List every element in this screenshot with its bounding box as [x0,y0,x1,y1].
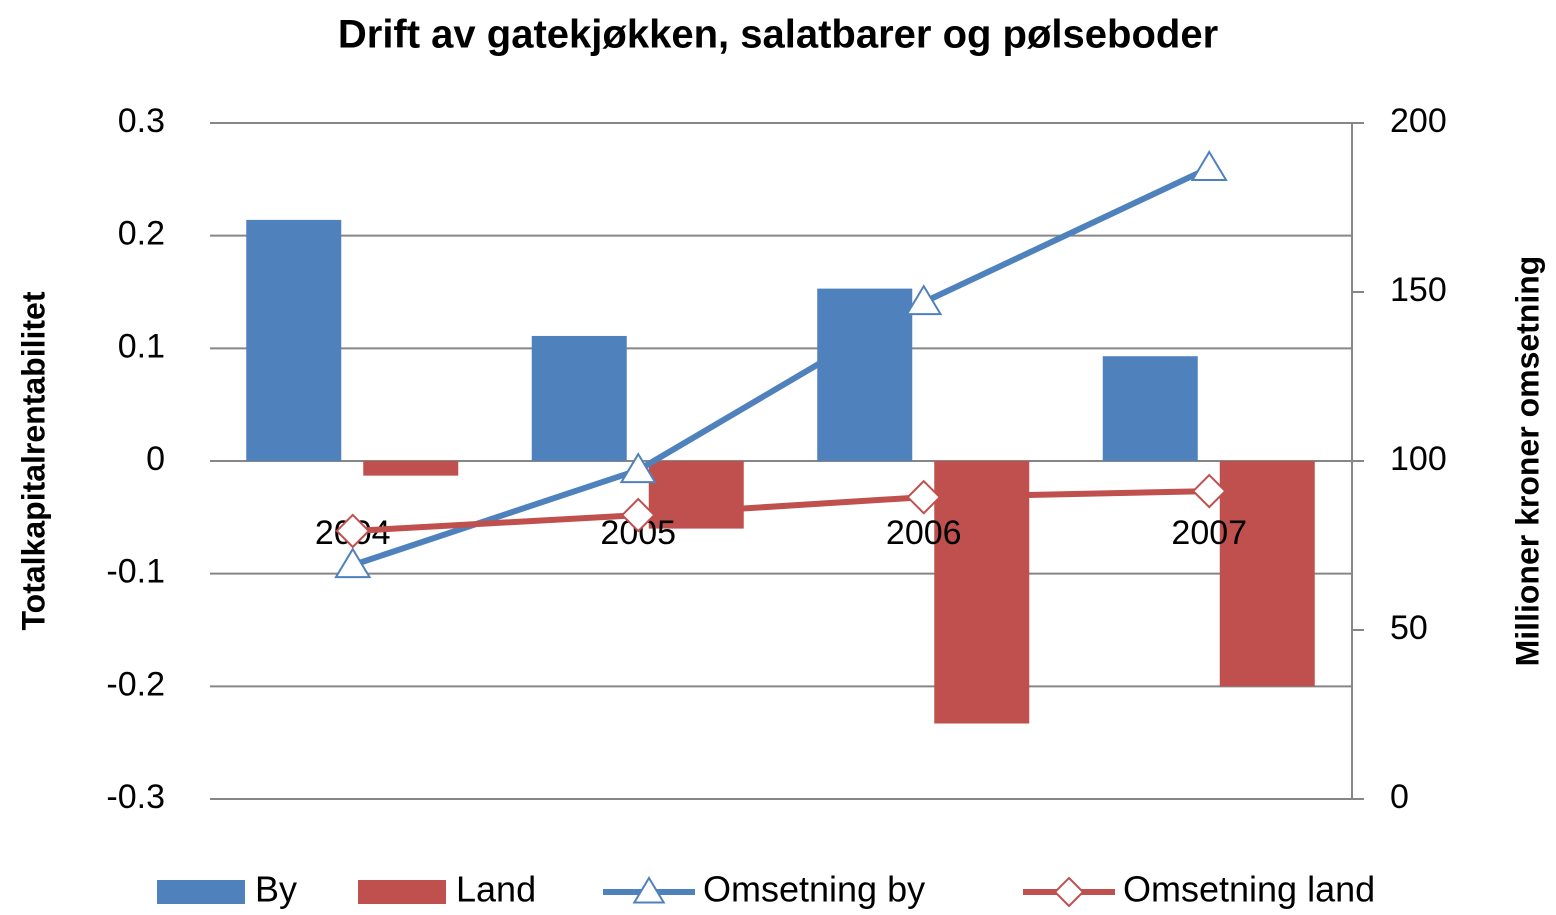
x-tick-label: 2007 [1171,514,1247,552]
bar [1102,356,1198,461]
bar [648,461,744,529]
y-tick-label: 0.2 [118,215,165,253]
y-tick-label: -0.2 [106,665,165,703]
legend-swatch [157,880,245,904]
legend-label: Land [456,869,536,910]
bar [363,461,459,476]
y2-tick-label: 150 [1390,271,1447,309]
marker [619,452,657,484]
y2-tick-label: 100 [1390,440,1447,478]
bar [246,219,342,461]
legend-label: Omsetning land [1123,869,1375,910]
marker [1191,473,1227,509]
y2-tick-label: 200 [1390,102,1447,140]
y-tick-label: 0.1 [118,327,165,365]
y2-tick-label: 0 [1390,778,1409,816]
marker [1190,150,1228,181]
marker [1053,876,1085,908]
y2-axis-title: Millioner kroner omsetning [1509,256,1545,667]
y-tick-label: 0 [146,440,165,478]
marker [335,513,371,549]
legend-swatch [358,880,446,904]
legend-label: Omsetning by [703,869,925,910]
bar [934,461,1030,724]
bar [1219,461,1315,687]
y2-tick-label: 50 [1390,609,1428,647]
legend-label: By [255,869,297,910]
x-tick-label: 2006 [886,514,962,552]
y-tick-label: 0.3 [118,102,165,140]
bar [531,335,627,461]
y-tick-label: -0.1 [106,553,165,591]
marker [620,497,656,533]
marker [334,547,372,579]
y-tick-label: -0.3 [106,778,165,816]
chart-title: Drift av gatekjøkken, salatbarer og pøls… [338,13,1218,57]
line [351,165,1211,568]
marker [632,876,666,904]
marker [905,284,943,316]
line [352,488,1210,534]
marker [906,479,942,515]
y-axis-title: Totalkapitalrentabilitet [15,291,51,630]
